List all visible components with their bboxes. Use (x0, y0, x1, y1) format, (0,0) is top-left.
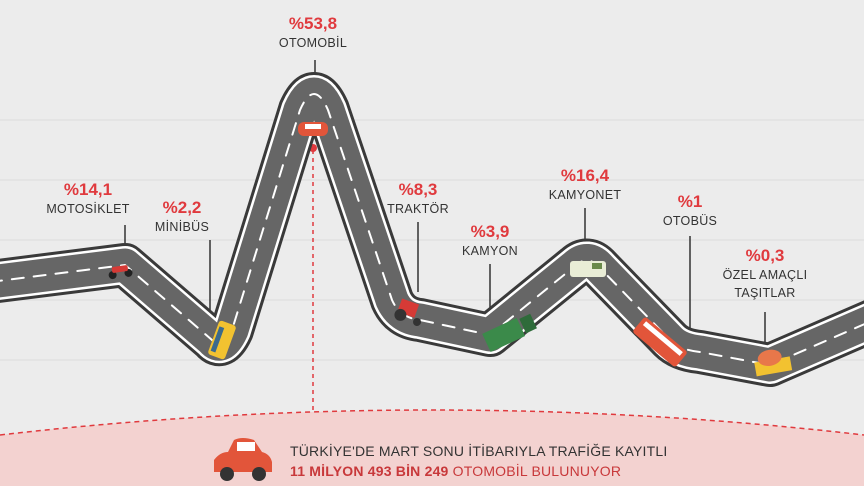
item-label: %14,1 MOTOSİKLET (33, 180, 143, 218)
percent: %14,1 (63, 180, 113, 199)
vehicle-name: MİNİBÜS (154, 220, 210, 234)
item-label: %2,2 MİNİBÜS (127, 198, 237, 236)
item-label: %53,8 OTOMOBİL (258, 14, 368, 52)
vehicle-name: KAMYONET (548, 188, 622, 202)
item-label: %1 OTOBÜS (635, 192, 745, 230)
footer-line: TÜRKİYE'DE MART SONU İTİBARIYLA TRAFİĞE … (290, 443, 667, 459)
percent: %16,4 (560, 166, 610, 185)
percent: %2,2 (162, 198, 202, 217)
item-label: %0,3 ÖZEL AMAÇLI TAŞITLAR (722, 246, 808, 302)
vehicle-name: MOTOSİKLET (46, 202, 130, 216)
item-label: %3,9 KAMYON (435, 222, 545, 260)
percent: %3,9 (470, 222, 510, 241)
percent: %53,8 (288, 14, 338, 33)
vehicle-name: ÖZEL AMAÇLI TAŞITLAR (722, 268, 808, 300)
footer-border (0, 409, 864, 436)
percent: %8,3 (398, 180, 438, 199)
percent: %0,3 (745, 246, 785, 265)
footer-car-icon (214, 438, 272, 481)
item-label: %16,4 KAMYONET (530, 166, 640, 204)
vehicle-name: KAMYON (462, 244, 518, 258)
vehicle-name: OTOMOBİL (278, 36, 348, 50)
item-label: %8,3 TRAKTÖR (363, 180, 473, 218)
footer-text: OTOMOBİL BULUNUYOR (452, 463, 622, 479)
vehicle-name: OTOBÜS (662, 214, 718, 228)
vehicle-name: TRAKTÖR (387, 202, 449, 216)
footer-highlight: 11 MİLYON 493 BİN 249 (290, 463, 449, 479)
footer-line: 11 MİLYON 493 BİN 249 OTOMOBİL BULUNUYOR (290, 463, 621, 479)
vehicle-icons (108, 122, 793, 377)
percent: %1 (677, 192, 703, 211)
footer-text: TÜRKİYE'DE MART SONU İTİBARIYLA TRAFİĞE … (290, 443, 668, 459)
